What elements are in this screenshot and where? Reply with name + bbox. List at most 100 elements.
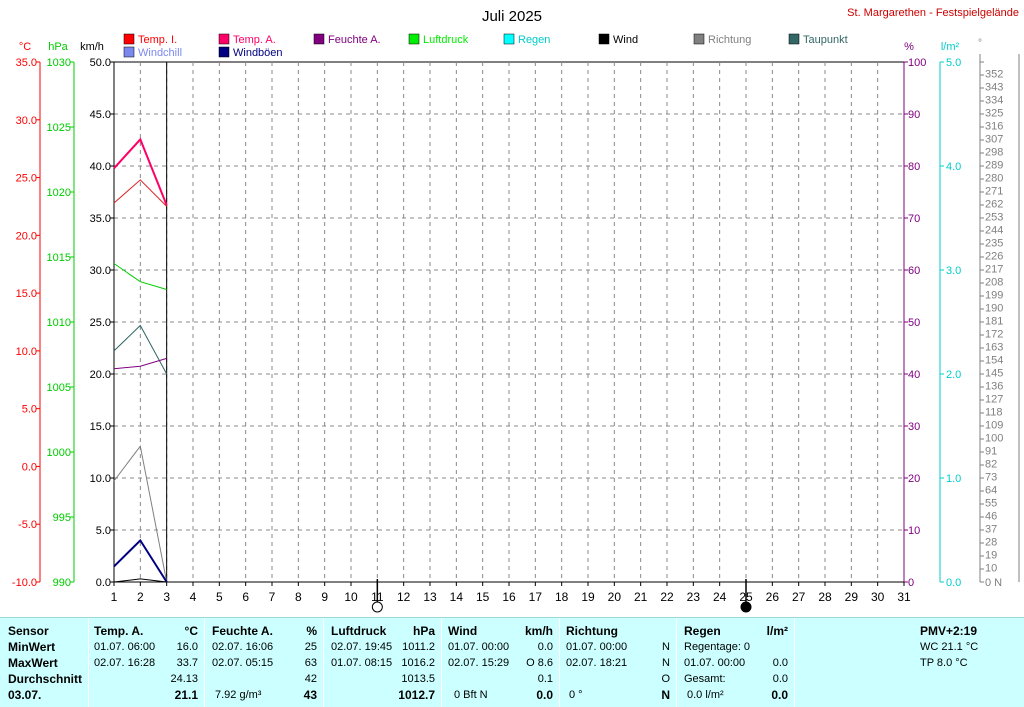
x-axis-tick-label: 30 <box>871 590 885 604</box>
rain-total-label: Gesamt: <box>684 673 726 685</box>
direction-axis-tick-label: 127 <box>985 394 1003 406</box>
legend-swatch <box>503 33 515 45</box>
temp-min-time: 01.07. 06:00 <box>94 641 156 653</box>
direction-axis-tick-label: 343 <box>985 82 1003 94</box>
direction-axis-tick-label: 190 <box>985 303 1003 315</box>
direction-axis-tick-label: 325 <box>985 108 1003 120</box>
humidity-min-time: 02.07. 16:06 <box>212 641 274 653</box>
pressure-axis-tick-label: 1000 <box>47 447 71 459</box>
direction-axis-label: ° <box>978 38 982 49</box>
series-line <box>113 357 167 370</box>
rain-column: Regen l/m² Regentage: 0 01.07. 00:00 0.0… <box>677 618 794 707</box>
pressure-max-value: 1016.2 <box>401 657 435 669</box>
wind-average: 0.1 <box>537 673 553 685</box>
direction-axis-tick-label: 64 <box>985 485 997 497</box>
x-axis-tick-label: 26 <box>766 590 780 604</box>
series-line <box>113 179 168 207</box>
direction-axis-tick-label: 145 <box>985 368 1003 380</box>
series-line <box>113 137 168 206</box>
humidity-unit: % <box>306 624 317 638</box>
x-axis-tick-label: 24 <box>713 590 727 604</box>
direction-axis-tick-label: 262 <box>985 199 1003 211</box>
humidity-max-value: 63 <box>304 657 317 669</box>
wind-unit: km/h <box>524 624 553 638</box>
direction-max-time: 02.07. 18:21 <box>566 657 628 669</box>
pressure-column: Luftdruck hPa 02.07. 19:45 1011.2 01.07.… <box>324 618 441 707</box>
direction-axis-tick-label: 28 <box>985 537 997 549</box>
temp-axis-tick-label: 10.0 <box>16 346 37 358</box>
rain-current: 0.0 <box>771 688 788 702</box>
wind-min-time: 01.07. 00:00 <box>448 641 510 653</box>
pressure-axis-tick-label: 1025 <box>47 122 71 134</box>
humidity-axis-tick-label: 100 <box>908 57 926 69</box>
x-axis-tick-label: 19 <box>581 590 595 604</box>
humidity-average: 42 <box>304 673 317 685</box>
pressure-current: 1012.7 <box>398 688 435 702</box>
pressure-header: Luftdruck <box>331 624 387 638</box>
x-axis-tick-label: 15 <box>476 590 490 604</box>
direction-axis-tick-label: 73 <box>985 472 997 484</box>
temp-header: Temp. A. <box>94 624 144 638</box>
humidity-axis-tick-label: 30 <box>908 421 920 433</box>
direction-axis-tick-label: 217 <box>985 264 1003 276</box>
legend-swatch <box>693 33 705 45</box>
series-line <box>113 538 168 583</box>
new-moon-icon <box>740 601 752 613</box>
wind-axis-tick-label: 30.0 <box>90 265 111 277</box>
pressure-axis-tick-label: 1010 <box>47 317 71 329</box>
legend-label: Feuchte A. <box>328 34 381 46</box>
direction-axis-tick-label: 307 <box>985 134 1003 146</box>
column-divider <box>88 618 89 707</box>
wind-axis-tick-label: 0.0 <box>96 577 111 589</box>
direction-axis-tick-label: 244 <box>985 225 1003 237</box>
legend-swatch <box>313 33 325 45</box>
wind-beaufort: 0 Bft N <box>454 689 488 701</box>
series-line <box>113 445 168 583</box>
direction-axis-tick-label: 0 N <box>985 577 1002 589</box>
humidity-axis-tick-label: 40 <box>908 369 920 381</box>
x-axis-tick-label: 17 <box>529 590 543 604</box>
humidity-axis-tick-label: 90 <box>908 109 920 121</box>
humidity-axis-tick-label: 50 <box>908 317 920 329</box>
x-axis-tick-label: 6 <box>242 590 249 604</box>
temp-unit: °C <box>184 624 198 638</box>
wind-axis-tick-label: 45.0 <box>90 109 111 121</box>
legend-swatch <box>788 33 800 45</box>
rain-axis-label: l/m² <box>941 41 960 53</box>
full-moon-icon <box>371 601 383 613</box>
x-axis-tick-label: 29 <box>845 590 859 604</box>
direction-axis-tick-label: 55 <box>985 498 997 510</box>
direction-axis-tick-label: 271 <box>985 186 1003 198</box>
wind-column: Wind km/h 01.07. 00:00 0.0 02.07. 15:29 … <box>442 618 559 707</box>
x-axis-tick-label: 9 <box>321 590 328 604</box>
temp-axis-tick-label: 5.0 <box>22 404 37 416</box>
temp-current: 21.1 <box>174 688 198 702</box>
rain-axis-tick-label: 2.0 <box>946 369 961 381</box>
column-divider <box>559 618 560 707</box>
legend-label: Regen <box>518 34 550 46</box>
direction-axis-tick-label: 316 <box>985 121 1003 133</box>
temp-axis-tick-label: -5.0 <box>18 519 37 531</box>
legend-label: Wind <box>613 34 638 46</box>
wind-axis-label: km/h <box>80 41 104 53</box>
rain-unit: l/m² <box>766 624 788 638</box>
wind-axis-tick-label: 15.0 <box>90 421 111 433</box>
humidity-axis-tick-label: 10 <box>908 525 920 537</box>
station-name: St. Margarethen - Festspielgelände <box>847 7 1019 19</box>
pressure-min-value: 1011.2 <box>402 641 435 653</box>
direction-axis-tick-label: 100 <box>985 433 1003 445</box>
windchill-value: WC 21.1 °C <box>920 641 979 653</box>
direction-axis-tick-label: 136 <box>985 381 1003 393</box>
direction-max-value: N <box>662 657 670 669</box>
x-axis-tick-label: 5 <box>216 590 223 604</box>
direction-column: Richtung 01.07. 00:00 N 02.07. 18:21 N O… <box>560 618 676 707</box>
humidity-axis-tick-label: 60 <box>908 265 920 277</box>
wind-max-value: O 8.6 <box>526 657 553 669</box>
direction-axis-tick-label: 334 <box>985 95 1003 107</box>
pressure-min-time: 02.07. 19:45 <box>331 641 393 653</box>
temp-axis-tick-label: -10.0 <box>12 577 37 589</box>
x-axis-tick-label: 20 <box>608 590 622 604</box>
x-axis-tick-label: 21 <box>634 590 648 604</box>
legend-label: Temp. I. <box>138 34 177 46</box>
x-axis-tick-label: 31 <box>897 590 911 604</box>
